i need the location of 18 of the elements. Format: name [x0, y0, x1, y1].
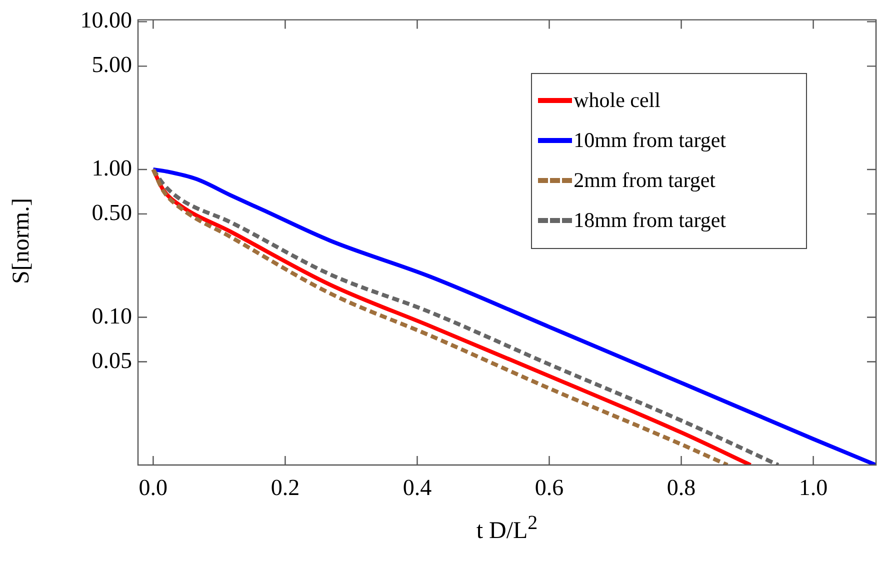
x-axis-title: t D/L$^{2}$	[475, 512, 539, 545]
legend-label: 2mm from target	[574, 168, 716, 192]
x-tick-label: 0.0	[138, 474, 168, 500]
y-axis-title: S[norm.]	[8, 198, 36, 284]
y-tick-label: 0.05	[92, 348, 132, 373]
y-tick-label: 1.00	[92, 156, 132, 181]
y-tick-label: 10.00	[80, 8, 132, 33]
legend-label: 10mm from target	[574, 128, 726, 152]
y-tick-label: 0.50	[92, 200, 132, 225]
legend-label: 18mm from target	[574, 208, 726, 232]
x-tick-label: 0.8	[666, 474, 696, 500]
x-tick-label: 1.0	[798, 474, 828, 500]
y-tick-label: 0.10	[92, 303, 132, 328]
y-tick-label: 5.00	[92, 52, 132, 78]
legend-label: whole cell	[574, 88, 660, 112]
x-tick-label: 0.2	[270, 474, 300, 500]
x-tick-label: 0.4	[402, 474, 432, 500]
x-tick-label: 0.6	[534, 474, 564, 500]
